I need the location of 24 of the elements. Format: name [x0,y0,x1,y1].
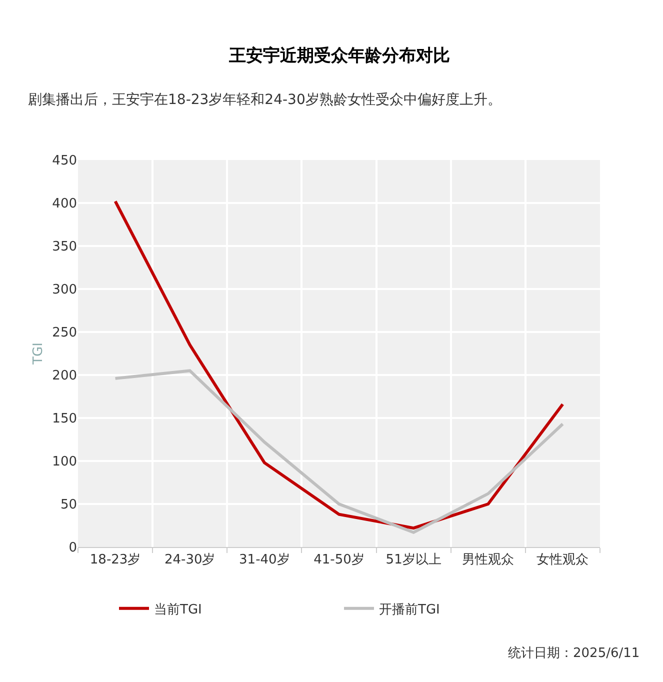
chart-subtitle: 剧集播出后，王安宇在18-23岁年轻和24-30岁熟龄女性受众中偏好度上升。 [28,92,502,108]
x-tick-label: 51岁以上 [386,552,442,568]
y-tick-label: 400 [52,196,77,212]
y-tick-label: 300 [52,282,77,298]
x-tick-label: 男性观众 [462,552,514,568]
y-tick-label: 100 [52,454,77,470]
x-tick-label: 41-50岁 [314,552,364,568]
text: 统计日期：2025/6/11 [508,646,640,661]
legend-label: 开播前TGI [379,602,440,618]
x-tick-label: 31-40岁 [239,552,290,568]
y-tick-label: 50 [60,498,77,513]
line-series [114,369,564,534]
x-tick-label: 18-23岁 [90,552,141,568]
y-tick-label: 0 [68,540,77,556]
legend-label: 当前TGI [154,602,202,618]
chart-title: 王安宇近期受众年龄分布对比 [228,46,450,66]
y-axis-title: TGI [31,342,46,366]
y-tick-label: 150 [52,412,77,427]
y-tick-label: 450 [52,154,77,169]
x-tick-label: 24-30岁 [164,552,216,568]
y-tick-label: 200 [52,368,77,384]
x-tick-label: 女性观众 [536,552,589,568]
y-tick-label: 350 [52,240,77,255]
y-tick-label: 250 [52,326,77,341]
